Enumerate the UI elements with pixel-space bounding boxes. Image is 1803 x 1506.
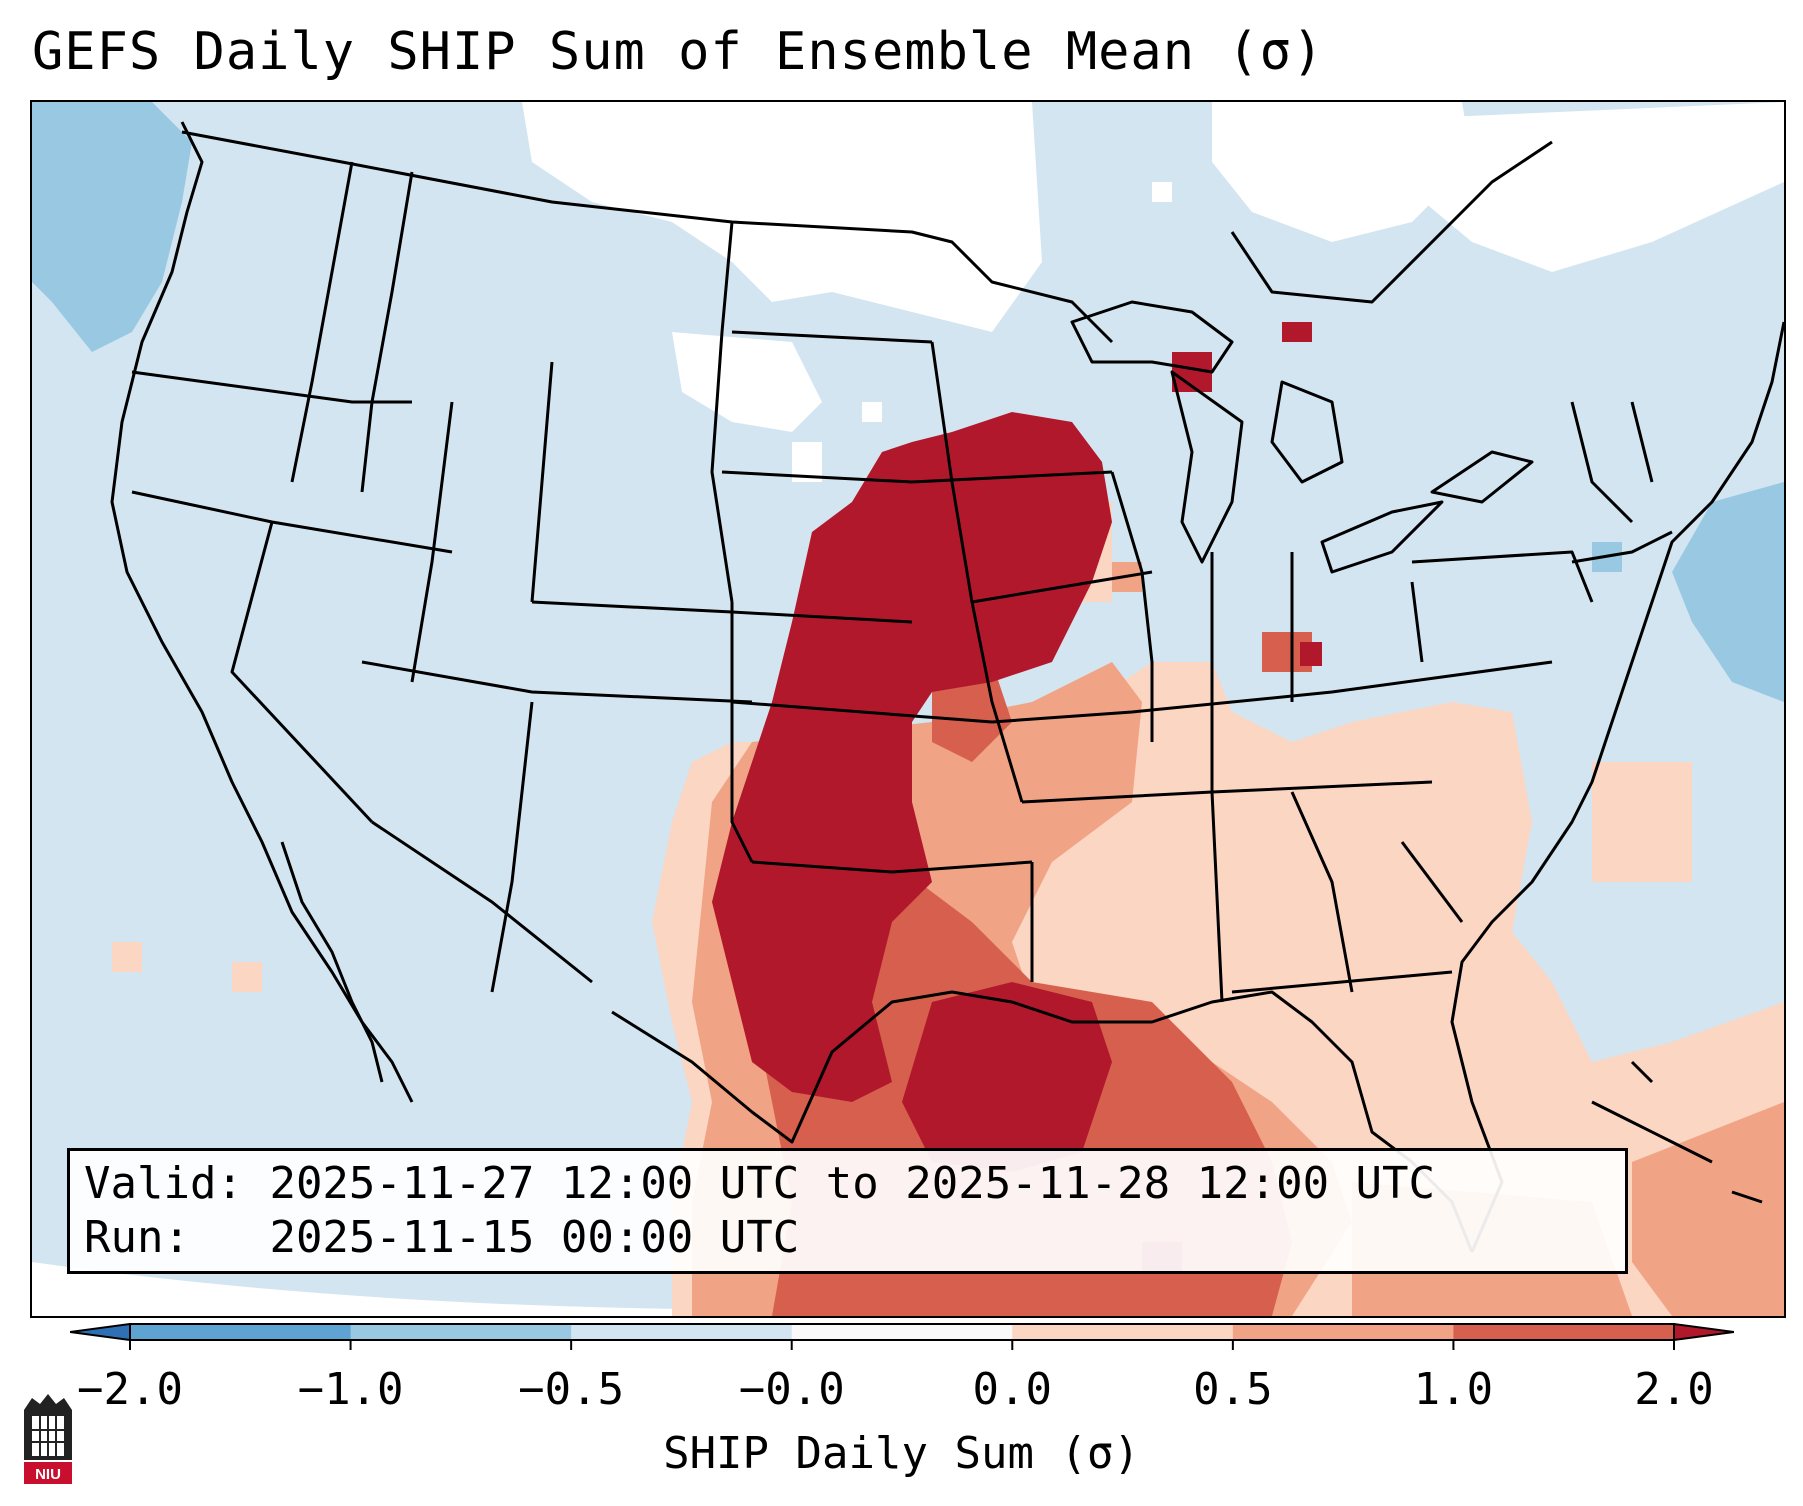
- map-svg: [32, 102, 1784, 1316]
- white-patches: [522, 102, 1784, 482]
- colorbar-extend-low: [70, 1322, 131, 1342]
- colorbar-tick-label: 0.5: [1193, 1364, 1273, 1415]
- colorbar-segment: [1232, 1324, 1454, 1340]
- niu-logo-icon: NIU: [24, 1394, 72, 1484]
- colorbar-extend-high: [1673, 1322, 1734, 1342]
- colorbar-segment: [571, 1324, 793, 1340]
- valid-label: Valid:: [84, 1158, 243, 1209]
- dark-red-region: [712, 322, 1322, 1272]
- pacific-coastline: [110, 121, 414, 1103]
- colorbar-tick-label: 0.0: [972, 1364, 1053, 1415]
- light-blue-patches: [32, 102, 1784, 702]
- info-box: Valid: 2025-11-27 12:00 UTC to 2025-11-2…: [67, 1148, 1628, 1274]
- run-label: Run:: [84, 1212, 190, 1263]
- niu-logo-text: NIU: [35, 1466, 61, 1483]
- colorbar-segment: [1012, 1324, 1234, 1340]
- chart-title: GEFS Daily SHIP Sum of Ensemble Mean (σ): [32, 22, 1325, 82]
- colorbar-tick-label: −2.0: [77, 1364, 183, 1415]
- colorbar-label: SHIP Daily Sum (σ): [663, 1428, 1140, 1479]
- run-value: 2025-11-15 00:00 UTC: [269, 1212, 800, 1263]
- colorbar-tick-label: 1.0: [1413, 1364, 1494, 1415]
- colorbar-tick-label: −1.0: [297, 1364, 404, 1415]
- map-panel: [30, 100, 1786, 1318]
- colorbar-segment: [791, 1324, 1013, 1340]
- colorbar-tick-label: 2.0: [1634, 1364, 1714, 1415]
- colorbar-segment: [350, 1324, 572, 1340]
- colorbar-outline: [129, 1323, 1675, 1341]
- state-borders: [110, 121, 1784, 1253]
- colorbar: [70, 1322, 1734, 1350]
- great-lakes: [1070, 300, 1234, 374]
- colorbar-tick-label: −0.0: [738, 1364, 845, 1415]
- caribbean-islands: [1591, 1060, 1763, 1204]
- atlantic-coastline: [1450, 321, 1784, 1253]
- valid-value: 2025-11-27 12:00 UTC to 2025-11-28 12:00…: [269, 1158, 1436, 1209]
- colorbar-segment: [1453, 1324, 1675, 1340]
- gulf-coastline: [611, 990, 1474, 1253]
- baja-coastline: [280, 841, 384, 1083]
- colorbar-tick-label: −0.5: [518, 1364, 625, 1415]
- colorbar-segment: [130, 1324, 352, 1340]
